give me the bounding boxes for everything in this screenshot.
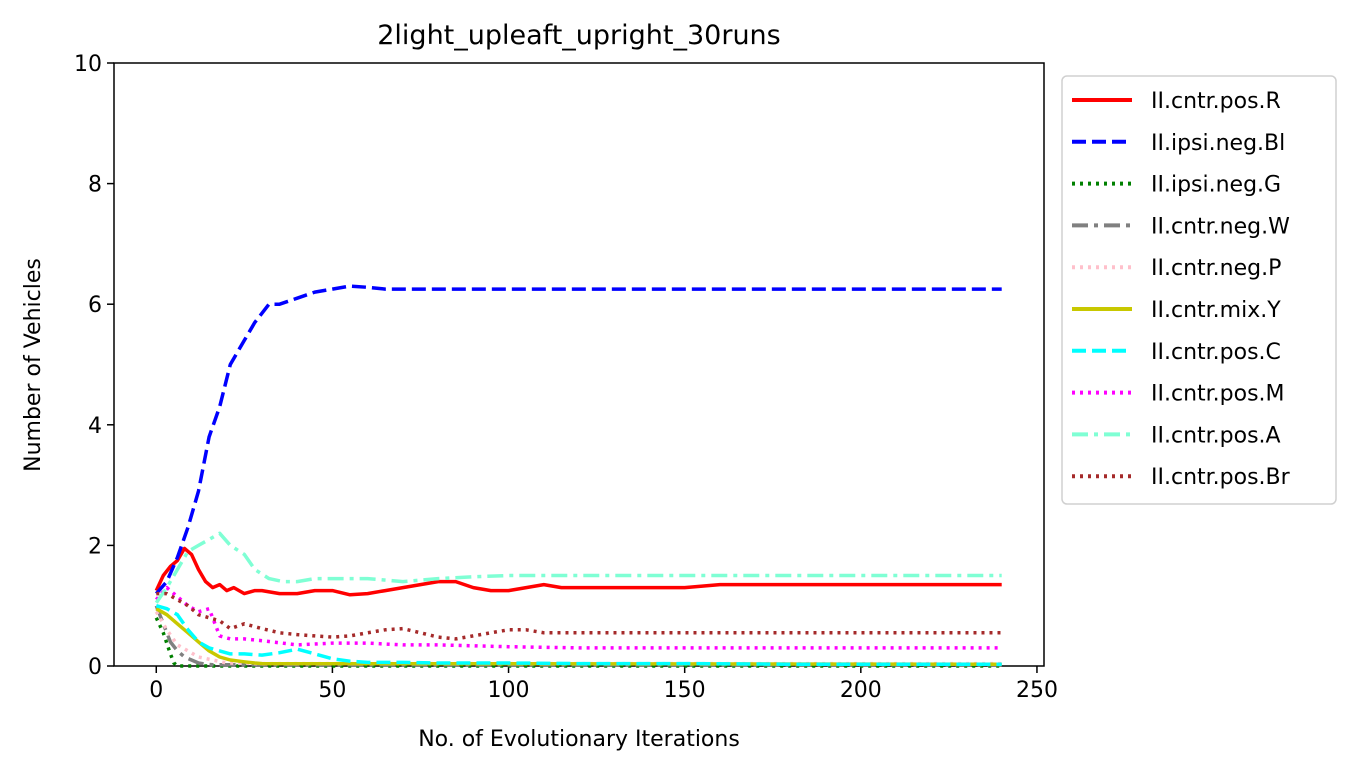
x-tick-label: 50 [318,678,346,703]
y-tick-label: 10 [74,52,102,77]
x-axis: 0 50 100 150 200 250 [149,666,1058,703]
y-tick-label: 2 [88,534,102,559]
legend-label: II.cntr.pos.A [1151,423,1281,448]
series-line [155,604,1002,666]
series-line [154,617,1002,668]
series-line [155,607,1002,666]
legend-label: II.cntr.mix.Y [1151,298,1281,323]
chart-title: 2light_upleaft_upright_30runs [377,20,780,51]
series-line [154,546,1002,597]
legend-label: II.ipsi.neg.Bl [1151,131,1285,156]
legend-label: II.cntr.pos.M [1151,382,1285,407]
x-tick-label: 200 [840,678,882,703]
series-line [154,610,1002,666]
series-line [156,591,1002,641]
y-tick-label: 6 [88,293,102,318]
x-tick-label: 150 [664,678,706,703]
x-tick-label: 0 [149,678,163,703]
y-axis-label: Number of Vehicles [21,258,46,472]
legend-label: II.cntr.pos.Br [1151,465,1291,490]
x-tick-label: 250 [1016,678,1058,703]
legend: II.cntr.pos.R II.ipsi.neg.Bl II.ipsi.neg.G… [1061,75,1337,505]
legend-label: II.cntr.pos.C [1151,340,1281,365]
legend-label: II.ipsi.neg.G [1151,173,1281,198]
series-group [154,284,1002,668]
legend-label: II.cntr.neg.P [1151,256,1281,281]
x-axis-label: No. of Evolutionary Iterations [418,727,740,752]
series-line [154,605,1002,667]
series-line [154,585,1002,650]
legend-label: II.cntr.neg.W [1151,214,1290,239]
y-axis: 0 2 4 6 8 10 [74,52,114,680]
legend-label: II.cntr.pos.R [1151,89,1281,114]
series-line [154,531,1002,604]
y-tick-label: 0 [88,655,102,680]
y-tick-label: 4 [88,414,102,439]
x-tick-label: 100 [488,678,530,703]
y-tick-label: 8 [88,173,102,198]
series-line [154,284,1002,595]
